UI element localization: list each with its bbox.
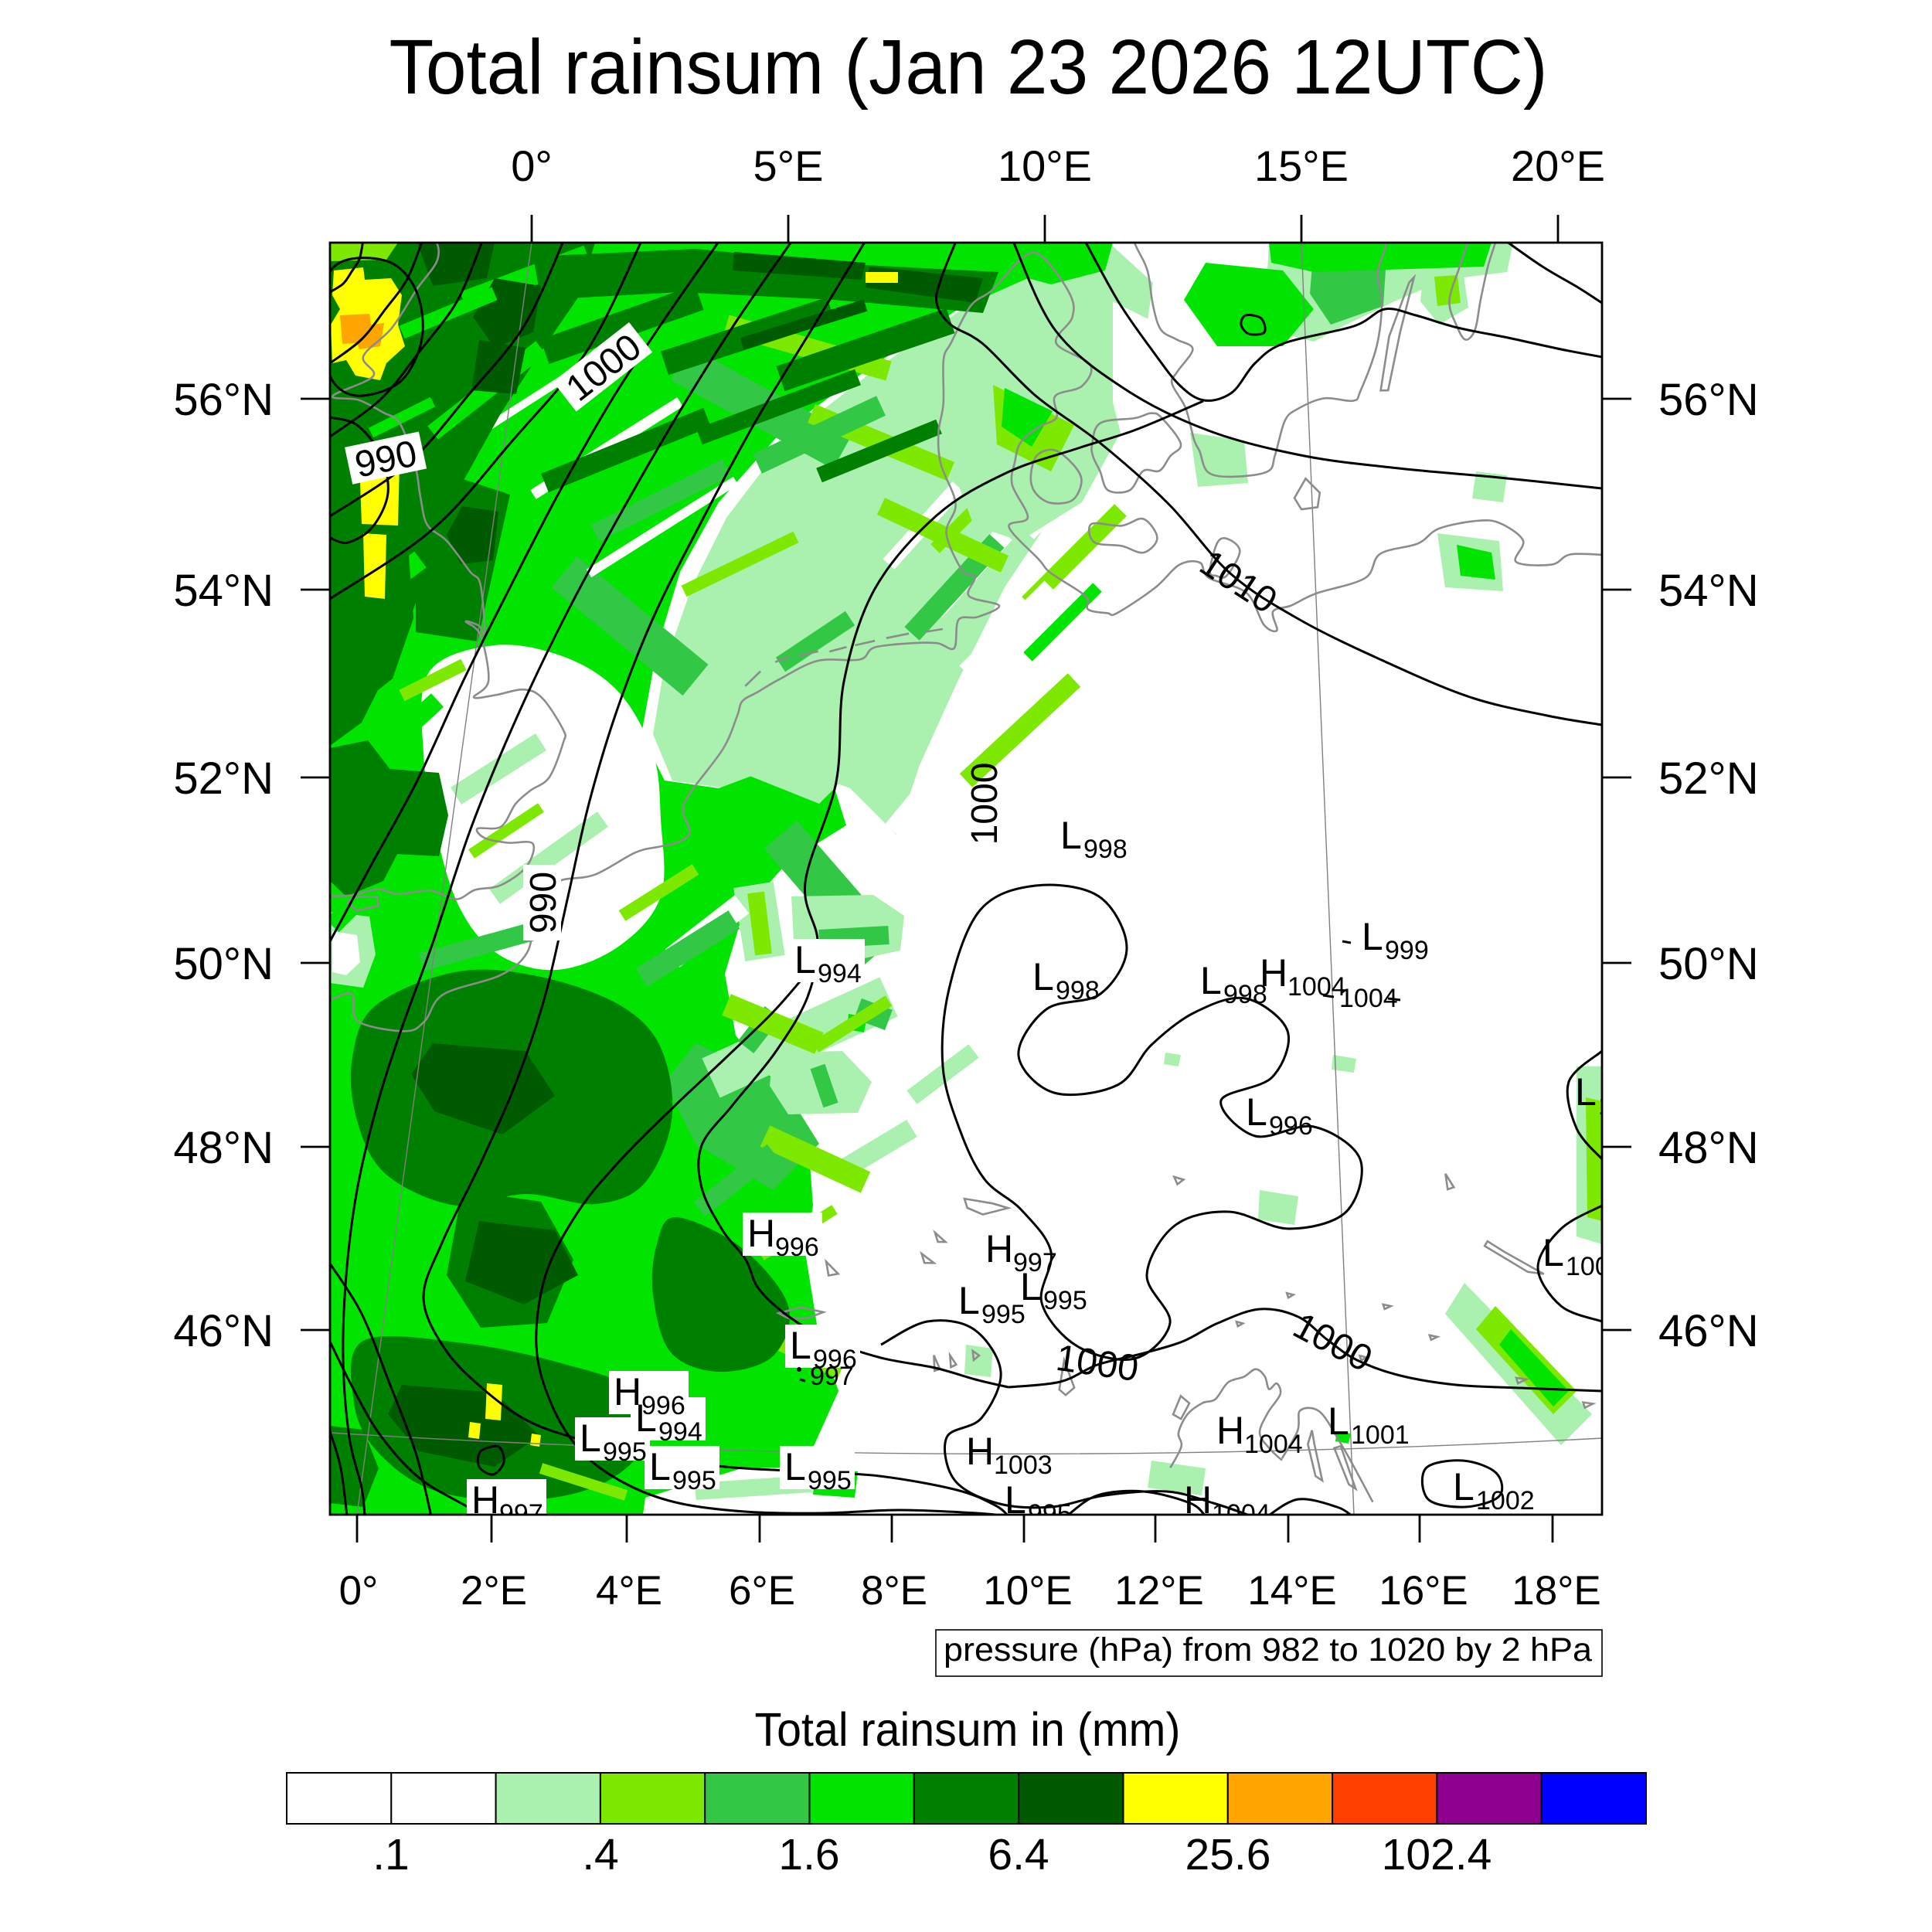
svg-text:L: L <box>635 1396 657 1440</box>
svg-text:10°E: 10°E <box>998 141 1092 190</box>
svg-text:4°E: 4°E <box>596 1568 662 1614</box>
svg-text:25.6: 25.6 <box>1185 1830 1271 1879</box>
svg-text:L: L <box>1005 1478 1026 1522</box>
svg-text:L: L <box>649 1445 671 1488</box>
svg-text:1003: 1003 <box>994 1451 1053 1480</box>
svg-text:996: 996 <box>775 1233 819 1262</box>
svg-text:1004: 1004 <box>1287 972 1346 1002</box>
svg-text:998: 998 <box>1223 980 1267 1009</box>
svg-text:H: H <box>1216 1409 1244 1452</box>
svg-text:997: 997 <box>1013 1248 1057 1277</box>
svg-text:L: L <box>1328 1400 1349 1443</box>
svg-text:1000: 1000 <box>964 763 1005 845</box>
svg-text:2°E: 2°E <box>461 1568 527 1614</box>
svg-text:L: L <box>1032 955 1054 998</box>
svg-text:1001: 1001 <box>1351 1420 1410 1450</box>
svg-text:6.4: 6.4 <box>988 1830 1049 1879</box>
svg-text:1003: 1003 <box>1566 1252 1624 1281</box>
svg-text:54°N: 54°N <box>173 566 274 616</box>
svg-text:L: L <box>794 938 816 981</box>
svg-text:L: L <box>1453 1465 1475 1509</box>
svg-text:994: 994 <box>658 1417 702 1447</box>
svg-text:15°E: 15°E <box>1254 141 1349 190</box>
svg-text:L: L <box>784 1445 806 1488</box>
svg-text:L: L <box>1543 1231 1564 1274</box>
svg-text:L: L <box>1575 1070 1597 1114</box>
svg-text:H: H <box>614 1370 641 1413</box>
svg-text:6°E: 6°E <box>729 1568 795 1614</box>
svg-text:1004: 1004 <box>1339 984 1398 1013</box>
svg-text:L: L <box>1020 1265 1042 1308</box>
svg-text:Total rainsum in (mm): Total rainsum in (mm) <box>755 1703 1181 1756</box>
svg-text:8°E: 8°E <box>861 1568 927 1614</box>
svg-text:995: 995 <box>672 1466 716 1495</box>
svg-text:H: H <box>471 1478 499 1522</box>
svg-text:998: 998 <box>1056 976 1100 1005</box>
svg-text:998: 998 <box>1083 835 1128 864</box>
svg-text:18°E: 18°E <box>1512 1568 1601 1614</box>
svg-text:L: L <box>1246 1090 1267 1134</box>
svg-text:46°N: 46°N <box>1658 1306 1759 1356</box>
svg-text:52°N: 52°N <box>173 753 274 804</box>
svg-text:996: 996 <box>641 1391 685 1420</box>
svg-text:10°E: 10°E <box>983 1568 1073 1614</box>
svg-text:102.4: 102.4 <box>1382 1830 1492 1879</box>
svg-text:L: L <box>1060 814 1082 857</box>
svg-text:L: L <box>1200 959 1222 1002</box>
svg-text:5°E: 5°E <box>753 141 824 190</box>
svg-text:.1: .1 <box>372 1830 410 1879</box>
svg-text:Total rainsum (Jan 23 2026 12U: Total rainsum (Jan 23 2026 12UTC) <box>389 24 1548 111</box>
svg-text:100: 100 <box>1598 1091 1642 1121</box>
svg-text:20°E: 20°E <box>1511 141 1605 190</box>
svg-text:48°N: 48°N <box>1658 1123 1759 1173</box>
svg-text:996: 996 <box>813 1345 857 1374</box>
svg-text:0°: 0° <box>339 1568 379 1614</box>
svg-text:52°N: 52°N <box>1658 753 1759 804</box>
svg-text:L: L <box>580 1417 601 1460</box>
svg-text:990: 990 <box>523 872 564 934</box>
svg-text:H: H <box>1260 951 1287 995</box>
svg-text:.4: .4 <box>582 1830 619 1879</box>
svg-text:50°N: 50°N <box>1658 939 1759 989</box>
svg-text:0°: 0° <box>511 141 553 190</box>
svg-text:56°N: 56°N <box>173 375 274 425</box>
svg-text:14°E: 14°E <box>1247 1568 1337 1614</box>
svg-text:995: 995 <box>1028 1499 1072 1529</box>
svg-text:995: 995 <box>808 1466 852 1495</box>
svg-text:H: H <box>747 1212 775 1255</box>
svg-text:L: L <box>958 1279 980 1322</box>
svg-text:16°E: 16°E <box>1379 1568 1468 1614</box>
svg-text:999: 999 <box>1385 936 1429 965</box>
svg-text:1004: 1004 <box>1212 1499 1270 1529</box>
svg-text:pressure (hPa) from 982 to 102: pressure (hPa) from 982 to 1020 by 2 hPa <box>944 1632 1592 1668</box>
svg-text:50°N: 50°N <box>173 939 274 989</box>
svg-text:1004: 1004 <box>1244 1430 1303 1459</box>
svg-text:995: 995 <box>1043 1286 1087 1315</box>
svg-text:L: L <box>790 1324 811 1367</box>
svg-text:56°N: 56°N <box>1658 375 1759 425</box>
svg-text:994: 994 <box>818 959 862 988</box>
svg-text:1002: 1002 <box>1476 1486 1535 1515</box>
svg-text:54°N: 54°N <box>1658 566 1759 616</box>
svg-text:1.6: 1.6 <box>778 1830 839 1879</box>
svg-text:48°N: 48°N <box>173 1123 274 1173</box>
svg-text:H: H <box>985 1227 1013 1270</box>
svg-text:46°N: 46°N <box>173 1306 274 1356</box>
svg-text:L: L <box>1362 915 1383 958</box>
svg-text:H: H <box>1184 1478 1212 1522</box>
svg-text:996: 996 <box>1269 1111 1313 1141</box>
svg-text:997: 997 <box>499 1499 543 1529</box>
svg-text:997: 997 <box>810 1362 854 1391</box>
svg-text:995: 995 <box>603 1437 647 1467</box>
svg-text:995: 995 <box>981 1300 1026 1329</box>
svg-text:H: H <box>966 1430 994 1473</box>
svg-text:12°E: 12°E <box>1114 1568 1204 1614</box>
